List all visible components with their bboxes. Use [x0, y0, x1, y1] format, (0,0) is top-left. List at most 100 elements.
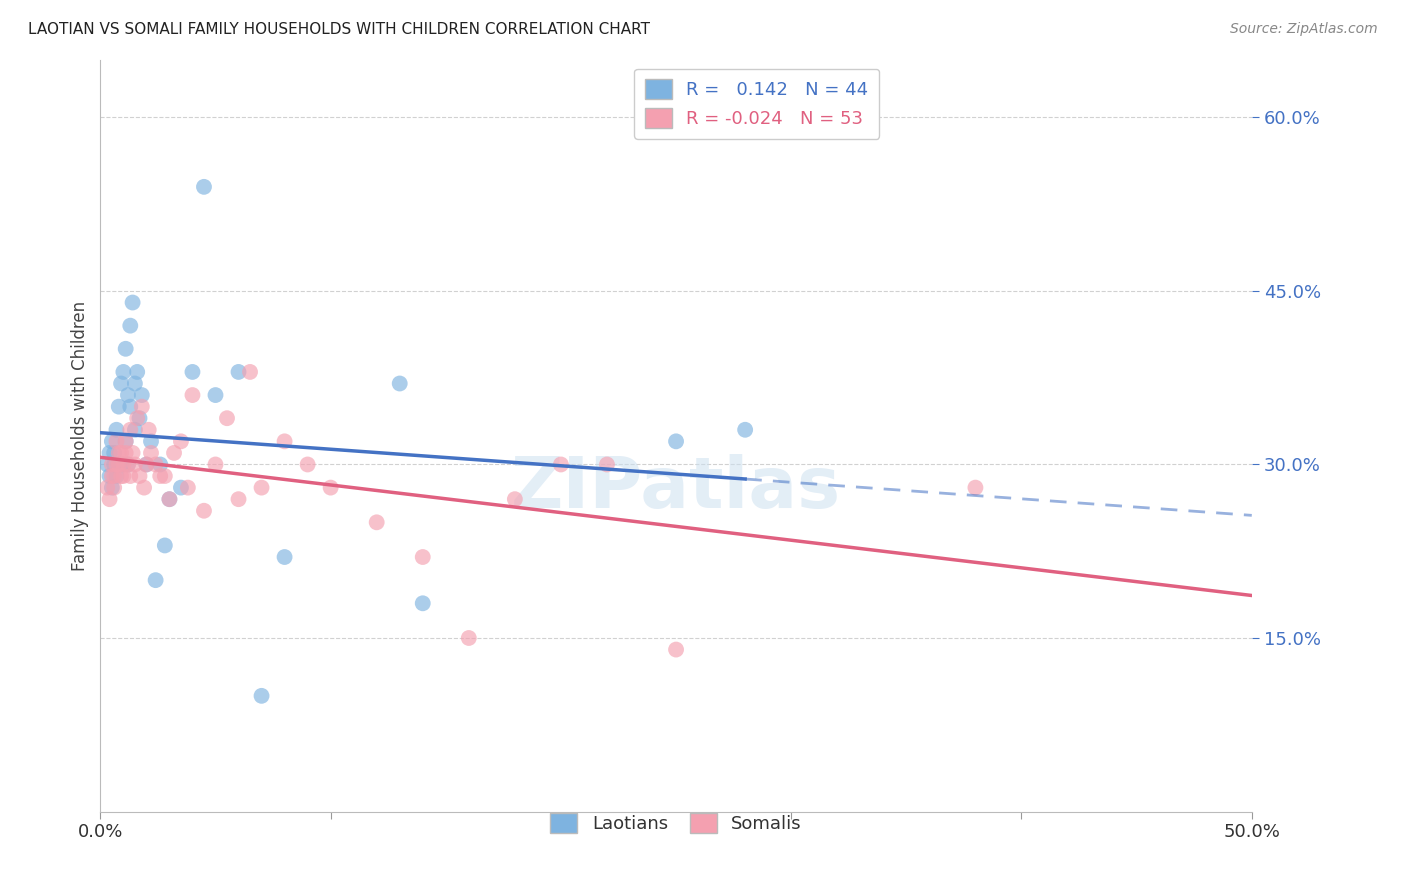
Point [107, 458, 129, 472]
Point [665, 434, 688, 449]
Point [114, 342, 136, 356]
Point [121, 295, 143, 310]
Point [127, 365, 149, 379]
Point [503, 492, 526, 507]
Point [388, 376, 411, 391]
Point [120, 318, 142, 333]
Point [149, 469, 172, 483]
Point [103, 481, 125, 495]
Point [112, 469, 135, 483]
Point [112, 365, 135, 379]
Point [101, 458, 124, 472]
Point [665, 642, 688, 657]
Y-axis label: Family Households with Children: Family Households with Children [72, 301, 89, 571]
Point [135, 458, 157, 472]
Point [239, 365, 262, 379]
Point [131, 400, 153, 414]
Point [128, 469, 150, 483]
Point [153, 538, 176, 552]
Point [132, 481, 155, 495]
Point [596, 458, 619, 472]
Text: ZIPatlas: ZIPatlas [510, 454, 841, 523]
Point [105, 423, 128, 437]
Point [103, 469, 125, 483]
Point [114, 434, 136, 449]
Point [170, 481, 193, 495]
Point [734, 423, 756, 437]
Point [273, 549, 295, 564]
Point [145, 458, 167, 472]
Point [105, 434, 128, 449]
Point [96, 481, 118, 495]
Point [105, 458, 128, 472]
Point [228, 365, 250, 379]
Point [110, 458, 132, 472]
Text: Source: ZipAtlas.com: Source: ZipAtlas.com [1230, 22, 1378, 37]
Point [98, 469, 121, 483]
Point [120, 423, 142, 437]
Point [366, 516, 388, 530]
Point [101, 469, 124, 483]
Point [412, 549, 434, 564]
Legend: Laotians, Somalis: Laotians, Somalis [543, 805, 808, 840]
Point [112, 458, 135, 472]
Point [457, 631, 479, 645]
Point [127, 411, 149, 425]
Point [107, 458, 129, 472]
Point [117, 388, 139, 402]
Point [159, 492, 181, 507]
Point [139, 446, 162, 460]
Point [181, 388, 204, 402]
Point [105, 469, 128, 483]
Point [110, 446, 132, 460]
Point [550, 458, 572, 472]
Point [297, 458, 319, 472]
Point [101, 481, 124, 495]
Point [138, 423, 160, 437]
Point [117, 458, 139, 472]
Point [149, 458, 172, 472]
Point [319, 481, 342, 495]
Point [110, 469, 132, 483]
Point [98, 492, 121, 507]
Point [273, 434, 295, 449]
Point [170, 434, 193, 449]
Point [120, 469, 142, 483]
Point [112, 458, 135, 472]
Point [114, 446, 136, 460]
Point [181, 365, 204, 379]
Point [110, 376, 132, 391]
Point [98, 446, 121, 460]
Text: LAOTIAN VS SOMALI FAMILY HOUSEHOLDS WITH CHILDREN CORRELATION CHART: LAOTIAN VS SOMALI FAMILY HOUSEHOLDS WITH… [28, 22, 650, 37]
Point [965, 481, 987, 495]
Point [159, 492, 181, 507]
Point [153, 469, 176, 483]
Point [103, 446, 125, 460]
Point [121, 446, 143, 460]
Point [131, 388, 153, 402]
Point [103, 458, 125, 472]
Point [96, 458, 118, 472]
Point [145, 573, 167, 587]
Point [193, 179, 215, 194]
Point [117, 458, 139, 472]
Point [177, 481, 200, 495]
Point [124, 458, 146, 472]
Point [163, 446, 186, 460]
Point [128, 411, 150, 425]
Point [193, 504, 215, 518]
Point [412, 596, 434, 610]
Point [101, 434, 124, 449]
Point [107, 446, 129, 460]
Point [228, 492, 250, 507]
Point [120, 400, 142, 414]
Point [250, 481, 273, 495]
Point [124, 423, 146, 437]
Point [139, 434, 162, 449]
Point [250, 689, 273, 703]
Point [107, 400, 129, 414]
Point [204, 388, 226, 402]
Point [135, 458, 157, 472]
Point [215, 411, 238, 425]
Point [114, 434, 136, 449]
